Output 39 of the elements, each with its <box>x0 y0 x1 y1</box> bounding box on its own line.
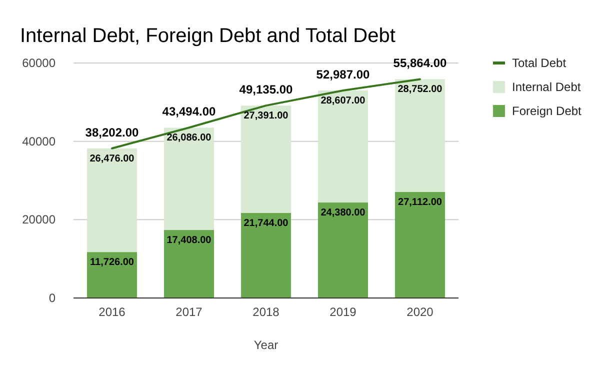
data-label: 28,752.00 <box>398 84 443 96</box>
x-tick-label: 2016 <box>98 305 126 319</box>
data-label: 55,864.00 <box>393 56 448 70</box>
x-tick-label: 2019 <box>330 305 357 319</box>
bar <box>394 192 446 298</box>
data-label: 49,135.00 <box>239 82 294 97</box>
data-label: 26,086.00 <box>166 132 212 144</box>
data-label: 21,744.00 <box>244 218 289 229</box>
bar <box>240 106 292 213</box>
data-label: 28,607.00 <box>320 95 366 106</box>
legend-label: Foreign Debt <box>512 104 582 118</box>
data-label: 27,391.00 <box>244 110 289 122</box>
data-label: 11,726.00 <box>90 257 134 268</box>
data-label: 17,408.00 <box>166 234 212 246</box>
bar <box>240 212 292 298</box>
y-tick-label: 60000 <box>22 56 56 70</box>
legend-label: Internal Debt <box>512 80 582 94</box>
x-tick-label: 2020 <box>406 305 434 319</box>
x-tick-label: 2018 <box>252 305 280 319</box>
x-tick-label: 2017 <box>176 305 203 319</box>
data-label: 24,380.00 <box>320 208 366 219</box>
y-tick-label: 40000 <box>22 134 56 148</box>
bar <box>164 230 214 298</box>
legend-label: Total Debt <box>512 56 567 70</box>
bar <box>86 148 138 252</box>
y-tick-label: 20000 <box>22 212 56 227</box>
data-label: 43,494.00 <box>162 104 216 119</box>
data-label: 26,476.00 <box>90 153 135 164</box>
bar <box>86 252 138 298</box>
x-axis-title: Year <box>254 338 278 352</box>
bar <box>394 79 446 192</box>
bar <box>318 90 368 203</box>
data-label: 38,202.00 <box>85 125 140 140</box>
chart-title: Internal Debt, Foreign Debt and Total Debt <box>20 25 396 47</box>
bar <box>318 202 368 298</box>
y-tick-label: 0 <box>48 291 56 305</box>
data-label: 27,112.00 <box>398 196 442 208</box>
data-label: 52,987.00 <box>316 67 370 82</box>
bar <box>164 128 214 230</box>
